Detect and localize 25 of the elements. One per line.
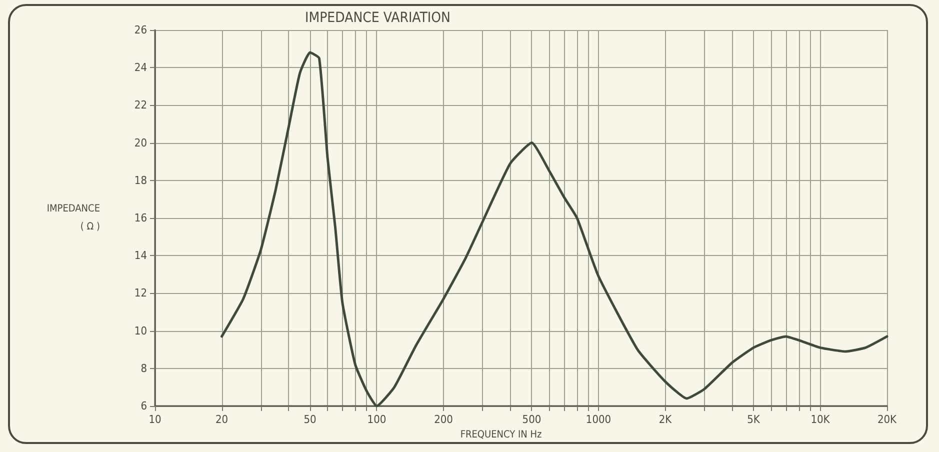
y-tick-label: 12 <box>134 286 147 300</box>
x-tick-label: 10K <box>810 413 830 426</box>
y-tick-label: 8 <box>140 362 147 375</box>
x-tick-label: 50 <box>304 413 316 426</box>
x-tick-label: 5K <box>747 413 760 426</box>
x-tick-label: 20K <box>877 413 898 426</box>
chart-title: IMPEDANCE VARIATION <box>305 10 450 26</box>
y-tick-label: 10 <box>134 324 147 338</box>
y-axis-title: IMPEDANCE ( Ω ) <box>46 204 100 232</box>
x-tick-label: 200 <box>434 413 453 426</box>
x-tick-label: 10 <box>148 413 162 426</box>
x-tick-label: 20 <box>215 413 228 426</box>
x-tick-label: 100 <box>367 413 386 426</box>
x-tick-label: 1000 <box>586 413 612 426</box>
y-tick-label: 22 <box>134 98 147 112</box>
x-tick-label: 500 <box>522 413 542 426</box>
y-tick-label: 6 <box>140 400 147 412</box>
y-tick-label: 24 <box>134 61 147 74</box>
y-tick-label: 26 <box>134 24 147 36</box>
y-tick-label: 16 <box>134 212 147 224</box>
y-tick-label: 18 <box>134 174 147 187</box>
y-tick-label: 14 <box>134 249 147 262</box>
x-axis-title: FREQUENCY IN Hz <box>460 429 542 440</box>
y-tick-label: 20 <box>134 136 147 150</box>
x-tick-label: 2K <box>658 413 672 426</box>
